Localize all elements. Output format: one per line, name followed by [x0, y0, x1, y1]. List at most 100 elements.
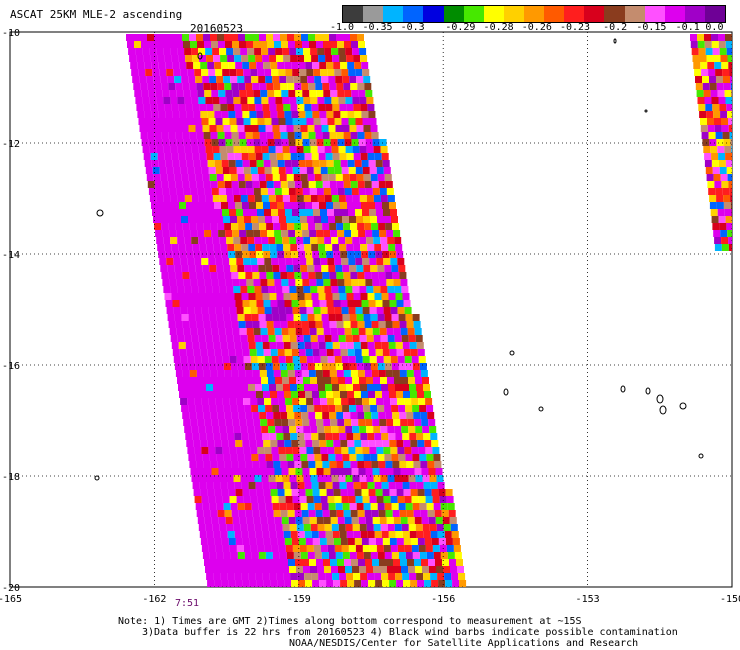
swath-cell	[161, 181, 169, 188]
swath-cell	[242, 440, 250, 447]
swath-cell	[163, 48, 171, 55]
swath-cell	[214, 251, 222, 258]
swath-cell	[264, 356, 272, 363]
swath-cell	[300, 314, 308, 321]
swath-cell	[225, 419, 233, 426]
swath-cell	[210, 370, 218, 377]
swath-cell	[294, 370, 302, 377]
swath-cell	[230, 76, 238, 83]
swath-cell	[242, 160, 250, 167]
swath-cell	[314, 76, 322, 83]
swath-cell	[249, 111, 257, 118]
swath-cell	[350, 34, 357, 41]
swath-cell	[247, 237, 255, 244]
swath-cell	[364, 321, 372, 328]
swath-cell	[395, 531, 403, 538]
swath-cell	[283, 573, 291, 580]
swath-cell	[363, 314, 371, 321]
swath-cell	[291, 349, 299, 356]
swath-cell	[699, 111, 707, 118]
swath-cell	[306, 356, 314, 363]
swath-cell	[343, 461, 351, 468]
swath-cell	[361, 580, 369, 587]
swath-cell	[253, 139, 261, 146]
swath-cell	[408, 524, 416, 531]
swath-cell	[266, 510, 274, 517]
swath-cell	[317, 195, 325, 202]
swath-cell	[221, 489, 229, 496]
swath-cell	[368, 580, 376, 587]
swath-cell	[212, 566, 219, 573]
swath-cell	[241, 342, 249, 349]
swath-cell	[709, 76, 716, 83]
color-scale-swatch	[463, 6, 484, 22]
swath-cell	[297, 104, 305, 111]
swath-cell	[221, 160, 229, 167]
swath-cell	[371, 132, 379, 139]
swath-cell	[302, 230, 310, 237]
swath-cell	[221, 111, 229, 118]
swath-cell	[341, 258, 349, 265]
swath-cell	[239, 139, 247, 146]
swath-cell	[342, 265, 350, 272]
swath-cell	[308, 181, 316, 188]
swath-cell	[356, 363, 364, 370]
color-scale-swatch	[423, 6, 444, 22]
swath-cell	[192, 384, 199, 391]
swath-cell	[204, 188, 212, 195]
swath-cell	[428, 559, 435, 566]
note-line-2: 3)Data buffer is 22 hrs from 20160523 4)…	[142, 627, 678, 638]
swath-cell	[721, 118, 728, 125]
swath-cell	[165, 62, 173, 69]
swath-cell	[276, 342, 284, 349]
swath-cell	[225, 328, 233, 335]
swath-cell	[299, 496, 307, 503]
swath-cell	[285, 209, 292, 216]
swath-cell	[374, 433, 382, 440]
swath-cell	[336, 272, 344, 279]
swath-cell	[406, 510, 414, 517]
swath-cell	[171, 104, 179, 111]
swath-cell	[233, 48, 241, 55]
island-outline	[503, 388, 509, 396]
island-outline	[613, 38, 617, 44]
swath-cell	[210, 132, 218, 139]
swath-cell	[240, 335, 248, 342]
swath-cell	[251, 363, 259, 370]
swath-cell	[381, 531, 389, 538]
swath-cell	[299, 307, 307, 314]
swath-cell	[348, 447, 356, 454]
swath-cell	[389, 489, 397, 496]
swath-cell	[296, 566, 303, 573]
swath-cell	[291, 300, 299, 307]
swath-cell	[203, 34, 210, 41]
swath-cell	[209, 552, 217, 559]
swath-cell	[223, 216, 230, 223]
swath-cell	[282, 426, 290, 433]
color-scale-label: -0.26	[521, 22, 552, 33]
color-scale-swatch	[383, 6, 404, 22]
swath-cell	[268, 566, 275, 573]
swath-cell	[365, 139, 373, 146]
swath-cell	[344, 559, 351, 566]
swath-cell	[246, 559, 253, 566]
swath-cell	[208, 118, 216, 125]
swath-cell	[422, 524, 430, 531]
swath-cell	[284, 251, 292, 258]
swath-cell	[269, 104, 277, 111]
swath-cell	[192, 153, 200, 160]
swath-cell	[315, 132, 323, 139]
swath-cell	[232, 559, 239, 566]
swath-cell	[328, 552, 336, 559]
swath-cell	[214, 489, 222, 496]
swath-cell	[218, 230, 226, 237]
swath-cell	[252, 132, 260, 139]
swath-cell	[211, 468, 219, 475]
swath-cell	[173, 209, 180, 216]
swath-cell	[169, 328, 177, 335]
swath-cell	[236, 167, 244, 174]
swath-cell	[264, 258, 272, 265]
swath-cell	[219, 286, 227, 293]
swath-cell	[325, 55, 333, 62]
swath-cell	[430, 482, 438, 489]
